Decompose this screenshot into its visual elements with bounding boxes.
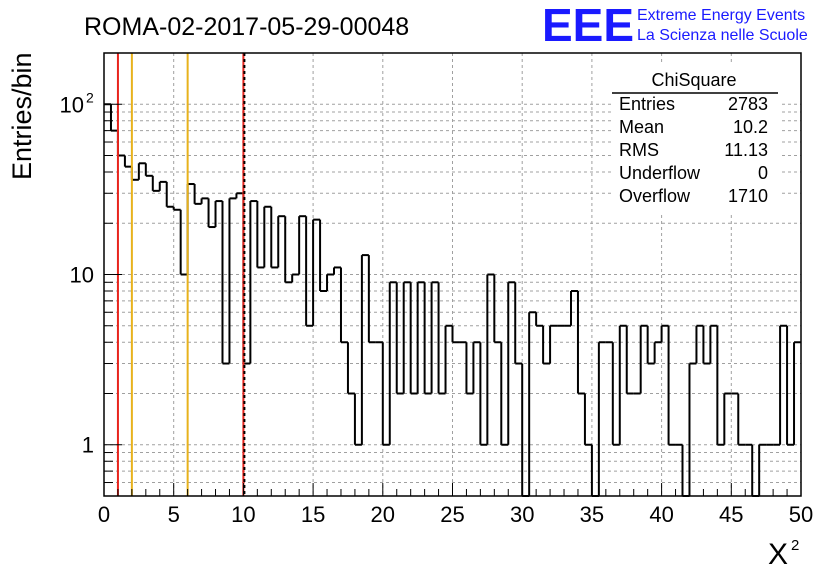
y-tick-label: 1 xyxy=(82,433,94,458)
stats-row-value: 1710 xyxy=(728,186,768,206)
eee-logo: EEE Extreme Energy Events La Scienza nel… xyxy=(542,0,808,51)
eee-logo-letters: EEE xyxy=(542,0,634,51)
stats-box-name: ChiSquare xyxy=(651,70,736,90)
x-tick-label: 30 xyxy=(510,502,534,527)
x-axis-label-sup: 2 xyxy=(791,537,799,554)
x-axis-label-main: X xyxy=(768,538,788,571)
x-tick-label: 10 xyxy=(231,502,255,527)
y-tick-label: 10 xyxy=(60,92,84,117)
ticks-layer xyxy=(103,103,802,496)
stats-row-label: Mean xyxy=(619,117,664,137)
stats-row-value: 0 xyxy=(758,163,768,183)
x-tick-label: 45 xyxy=(719,502,743,527)
x-tick-label: 20 xyxy=(371,502,395,527)
stats-row-value: 2783 xyxy=(728,94,768,114)
x-tick-label: 25 xyxy=(440,502,464,527)
x-tick-label: 5 xyxy=(168,502,180,527)
y-tick-label-sup: 2 xyxy=(86,89,94,105)
stats-rows: Entries 2783 Mean 10.2 RMS 11.13 Underflow 0 Ove… xyxy=(619,94,768,206)
x-tick-label: 50 xyxy=(789,502,813,527)
stats-row-label: Underflow xyxy=(619,163,701,183)
eee-logo-line2: La Scienza nelle Scuole xyxy=(637,27,808,44)
stats-row-label: Overflow xyxy=(619,186,691,206)
eee-logo-line1: Extreme Energy Events xyxy=(637,7,805,24)
stats-row-label: RMS xyxy=(619,140,659,160)
y-axis-label: Entries/bin xyxy=(7,52,37,180)
stats-row-label: Entries xyxy=(619,94,675,114)
run-title: ROMA-02-2017-05-29-00048 xyxy=(84,13,409,41)
stats-box-background xyxy=(611,64,781,212)
x-tick-label: 0 xyxy=(98,502,110,527)
grid-layer xyxy=(104,53,801,496)
x-tick-label: 40 xyxy=(649,502,673,527)
x-axis-label: X 2 xyxy=(768,537,799,571)
stats-row-value: 11.13 xyxy=(724,140,768,160)
stats-box: ChiSquare Entries 2783 Mean 10.2 RMS 11.13 Und… xyxy=(611,64,781,212)
x-tick-label: 35 xyxy=(580,502,604,527)
x-tick-label: 15 xyxy=(301,502,325,527)
y-tick-label: 10 xyxy=(70,263,94,288)
stats-row-value: 10.2 xyxy=(733,117,768,137)
